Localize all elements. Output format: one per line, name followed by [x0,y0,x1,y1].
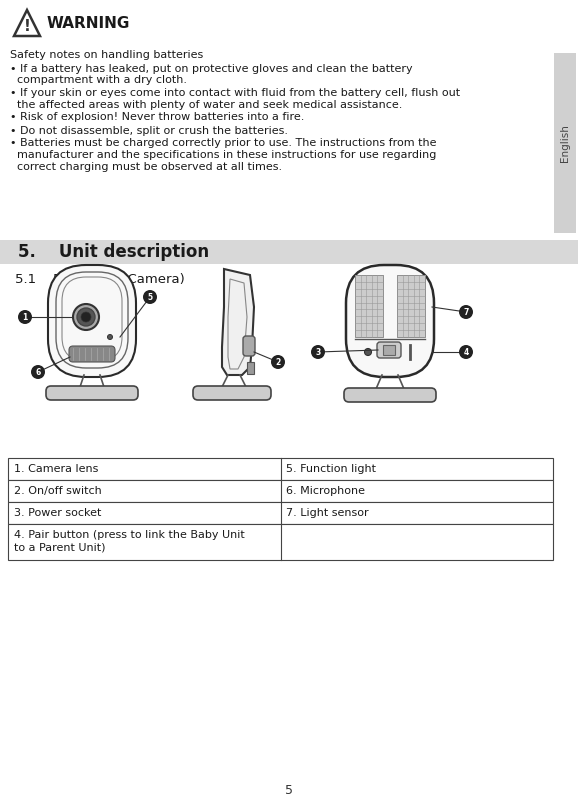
Text: 5: 5 [285,783,293,796]
Text: 2. On/off switch: 2. On/off switch [14,486,102,496]
Text: English: English [560,124,570,162]
Text: 1: 1 [23,313,28,322]
Circle shape [459,305,473,319]
Circle shape [31,365,45,379]
FancyBboxPatch shape [8,458,553,480]
FancyBboxPatch shape [8,524,553,560]
Circle shape [81,312,91,322]
Circle shape [271,355,285,369]
Text: 4: 4 [464,348,469,357]
Circle shape [77,308,95,326]
Text: Safety notes on handling batteries: Safety notes on handling batteries [10,50,203,60]
Circle shape [108,335,113,339]
Text: • Risk of explosion! Never throw batteries into a fire.: • Risk of explosion! Never throw batteri… [10,113,305,122]
Text: 3. Power socket: 3. Power socket [14,508,101,518]
Text: correct charging must be observed at all times.: correct charging must be observed at all… [10,161,282,172]
FancyBboxPatch shape [377,342,401,358]
FancyBboxPatch shape [247,362,254,374]
Text: 1. Camera lens: 1. Camera lens [14,464,98,474]
FancyBboxPatch shape [193,386,271,400]
FancyBboxPatch shape [383,345,395,355]
Text: • If a battery has leaked, put on protective gloves and clean the battery: • If a battery has leaked, put on protec… [10,63,413,74]
Text: 5. Function light: 5. Function light [287,464,376,474]
FancyBboxPatch shape [48,265,136,377]
Text: 6: 6 [35,368,40,377]
FancyBboxPatch shape [243,336,255,356]
Text: WARNING: WARNING [47,16,131,31]
Circle shape [143,290,157,304]
Text: • If your skin or eyes come into contact with fluid from the battery cell, flush: • If your skin or eyes come into contact… [10,88,460,98]
Circle shape [73,304,99,330]
FancyBboxPatch shape [344,388,436,402]
Text: • Batteries must be charged correctly prior to use. The instructions from the: • Batteries must be charged correctly pr… [10,139,436,148]
Text: 7. Light sensor: 7. Light sensor [287,508,369,518]
Text: 2: 2 [275,358,281,367]
FancyBboxPatch shape [0,240,578,264]
Circle shape [459,345,473,359]
FancyBboxPatch shape [554,53,576,233]
FancyBboxPatch shape [397,275,425,337]
Text: to a Parent Unit): to a Parent Unit) [14,542,106,552]
Text: !: ! [24,19,31,34]
Circle shape [311,345,325,359]
Polygon shape [222,269,254,375]
Text: the affected areas with plenty of water and seek medical assistance.: the affected areas with plenty of water … [10,100,402,109]
Circle shape [365,348,372,356]
FancyBboxPatch shape [69,346,115,362]
Text: 5: 5 [147,293,153,302]
FancyBboxPatch shape [46,386,138,400]
Text: • Do not disassemble, split or crush the batteries.: • Do not disassemble, split or crush the… [10,126,288,135]
Text: 4. Pair button (press to link the Baby Unit: 4. Pair button (press to link the Baby U… [14,530,244,540]
Text: 3: 3 [316,348,321,357]
FancyBboxPatch shape [346,265,434,377]
FancyBboxPatch shape [8,480,553,502]
Text: 5.    Unit description: 5. Unit description [18,243,209,261]
Text: compartment with a dry cloth.: compartment with a dry cloth. [10,75,187,85]
FancyBboxPatch shape [355,275,383,337]
Text: manufacturer and the specifications in these instructions for use regarding: manufacturer and the specifications in t… [10,150,436,160]
Text: 5.1    Baby Unit (Camera): 5.1 Baby Unit (Camera) [15,273,185,286]
Circle shape [18,310,32,324]
Text: 7: 7 [464,308,469,317]
FancyBboxPatch shape [8,502,553,524]
Text: 6. Microphone: 6. Microphone [287,486,365,496]
